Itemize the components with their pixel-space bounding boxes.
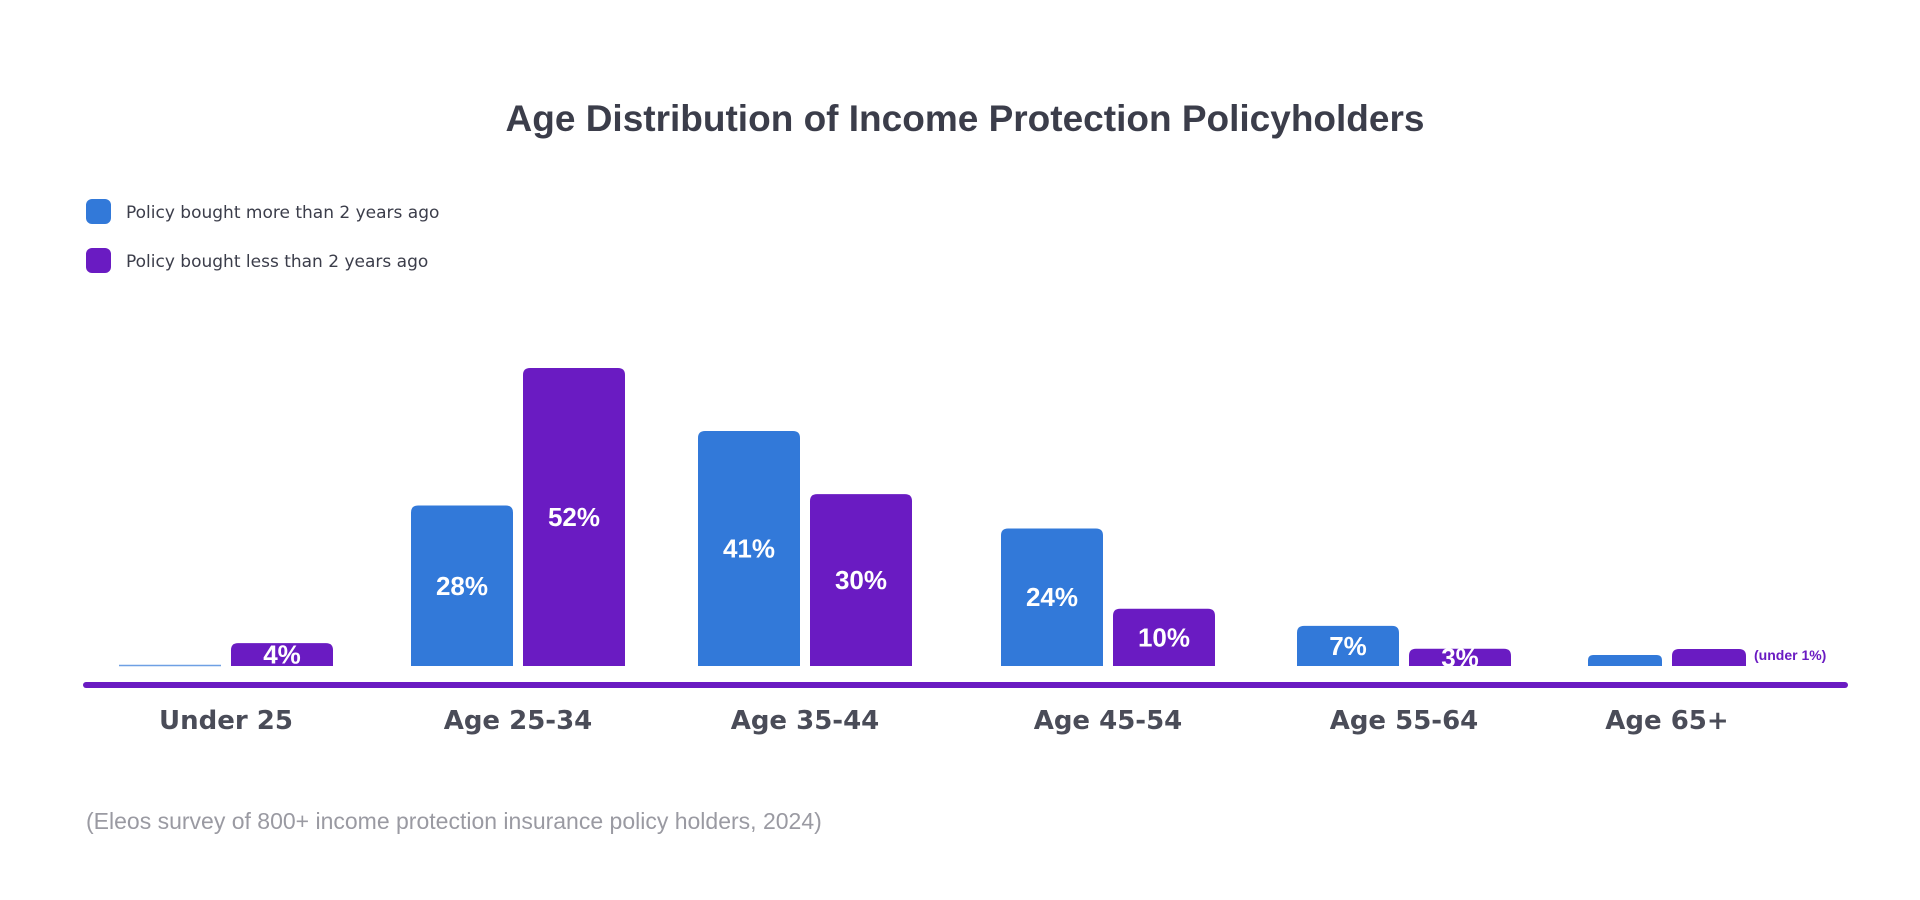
x-axis-ticks: Under 25 Age 25-34 Age 35-44 Age 45-54 Age 5…	[159, 706, 1729, 736]
bar-label-age-45-54-series-1: 24%	[1026, 582, 1078, 612]
bar-label-age-55-64-series-2: 3%	[1441, 642, 1479, 672]
x-tick-under-25: Under 25	[159, 706, 293, 736]
bar-age-35-44-series-2	[810, 494, 912, 666]
bar-label-under-25-series-2: 4%	[263, 640, 301, 670]
bar-age-25-34-series-1	[411, 505, 513, 666]
bar-label-age-45-54-series-2: 10%	[1138, 622, 1190, 652]
legend: Policy bought more than 2 years ago Poli…	[86, 199, 439, 273]
bar-label-age-35-44-series-2: 30%	[835, 565, 887, 595]
bar-label-age-25-34-series-2: 52%	[548, 502, 600, 532]
annotation-age-65: (under 1%)	[1754, 647, 1826, 663]
source-note: (Eleos survey of 800+ income protection …	[86, 808, 822, 834]
bar-age-45-54-series-1	[1001, 528, 1103, 666]
bar-label-age-35-44-series-1: 41%	[723, 534, 775, 564]
bar-age-35-44-series-1	[698, 431, 800, 666]
bar-label-age-25-34-series-1: 28%	[436, 571, 488, 601]
bar-age-45-54-series-2	[1113, 608, 1215, 666]
bar-under-25-series-2	[231, 643, 333, 666]
bar-age-55-64-series-1	[1297, 625, 1399, 666]
bar-age-25-34-series-2	[523, 368, 625, 666]
x-tick-age-35-44: Age 35-44	[731, 706, 880, 736]
chart-title: Age Distribution of Income Protection Po…	[506, 98, 1425, 139]
bars-group: 4% 28% 52% 41% 30% 24% 10% 7% 3% (under 1%)	[119, 368, 1826, 672]
x-tick-age-65: Age 65+	[1605, 706, 1728, 736]
legend-label-older-policy: Policy bought more than 2 years ago	[126, 203, 439, 223]
bar-age-65-series-2	[1672, 649, 1746, 666]
bar-age-65-series-1	[1588, 655, 1662, 666]
legend-swatch-newer-policy	[86, 248, 111, 273]
bar-label-age-55-64-series-1: 7%	[1329, 631, 1367, 661]
legend-swatch-older-policy	[86, 199, 111, 224]
legend-label-newer-policy: Policy bought less than 2 years ago	[126, 252, 428, 272]
x-tick-age-25-34: Age 25-34	[444, 706, 593, 736]
bar-age-55-64-series-2	[1409, 648, 1511, 666]
x-tick-age-45-54: Age 45-54	[1034, 706, 1183, 736]
x-tick-age-55-64: Age 55-64	[1330, 706, 1479, 736]
